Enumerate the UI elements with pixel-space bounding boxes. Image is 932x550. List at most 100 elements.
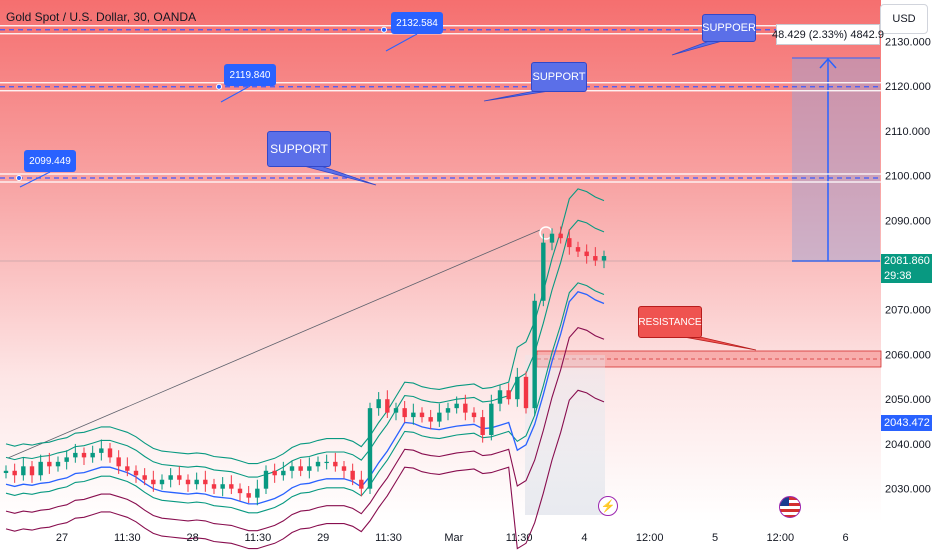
time-tick-label: 27 [56, 532, 68, 544]
band-fill-area [525, 355, 605, 515]
candle-body [133, 470, 139, 476]
candle-body [3, 470, 9, 474]
candle-body [12, 470, 17, 476]
candle-body [81, 452, 87, 458]
support-label-lower[interactable]: SUPPORT [267, 131, 331, 167]
lower-band-outer [5, 326, 605, 532]
candle-body [575, 247, 581, 252]
candle-body [255, 488, 260, 498]
channel-lines [5, 188, 605, 550]
level-tag-2099[interactable]: 2099.449 [24, 150, 76, 172]
candle-body [385, 399, 390, 413]
support-label-top[interactable]: SUPPOER [702, 14, 756, 42]
support-label-middle[interactable]: SUPPORT [531, 62, 587, 92]
candle-body [116, 457, 121, 467]
candle-body [601, 256, 607, 261]
candle-body [515, 376, 520, 400]
candle-body [99, 448, 104, 453]
level-anchor-dot [16, 174, 22, 181]
time-tick-label: Mar [444, 532, 463, 544]
lower-band-inner [5, 282, 605, 514]
mid-line-value-tag: 2043.472 [881, 415, 932, 431]
candles [3, 226, 607, 506]
candle-body [489, 403, 494, 435]
time-tick-label: 12:00 [636, 532, 664, 544]
lightning-icon[interactable]: ⚡ [598, 496, 618, 516]
time-tick-label: 4 [581, 532, 587, 544]
candle-body [73, 452, 78, 458]
candle-body [419, 412, 425, 418]
candle-body [38, 461, 43, 476]
price-tick-label: 2120.000 [885, 81, 931, 93]
candle-body [177, 475, 182, 480]
tag-leader [220, 85, 251, 103]
candle-body [558, 233, 563, 239]
time-tick-label: 6 [843, 532, 849, 544]
candle-body [263, 470, 269, 489]
candle-body [402, 408, 407, 418]
time-axis-background [0, 522, 881, 550]
upper-band-inner [5, 219, 605, 478]
candle-body [437, 412, 442, 422]
price-tick-label: 2030.000 [885, 484, 931, 496]
price-tick-label: 2130.000 [885, 36, 931, 48]
measure-arrow-head [819, 57, 837, 69]
candle-body [298, 466, 303, 471]
candle-body [341, 466, 347, 471]
price-tick-label: 2090.000 [885, 215, 931, 227]
candle-body [185, 479, 191, 485]
level-anchor-dot [381, 26, 387, 33]
candle-body [567, 238, 572, 248]
candle-body [289, 466, 295, 471]
candle-body [428, 417, 433, 422]
candle-body [203, 479, 208, 485]
candle-body [229, 484, 234, 489]
candle-body [541, 242, 546, 301]
resistance-label[interactable]: RESISTANCE [638, 306, 702, 338]
currency-button[interactable]: USD [880, 4, 928, 34]
us-flag-icon[interactable] [779, 496, 801, 518]
measure-readout: 48.429 (2.33%) 4842.9 [772, 24, 884, 45]
measure-range-box [792, 58, 880, 261]
candle-body [454, 403, 459, 409]
lower-band-deep [5, 389, 605, 550]
candle-body [593, 256, 598, 261]
candle-body [584, 251, 589, 257]
time-tick-label: 5 [712, 532, 718, 544]
price-tick-label: 2060.000 [885, 349, 931, 361]
price-tick-label: 2070.000 [885, 305, 931, 317]
candle-body [159, 479, 165, 485]
candle-body [532, 300, 537, 409]
current-price-tag: 2081.860 [881, 254, 932, 269]
candle-body [272, 470, 277, 476]
time-tick-label: 11:30 [114, 532, 141, 544]
candle-body [64, 457, 69, 462]
time-axis-ticks: 27 11:30 28 11:30 29 11:30 Mar 11:30 4 12:00 5 12:0… [56, 532, 849, 544]
time-tick-label: 11:30 [375, 532, 402, 544]
candle-body [497, 390, 503, 404]
candle-body [246, 493, 251, 498]
price-axis-ticks: 2130.000 2120.000 2110.000 2100.000 2090.000… [885, 36, 931, 495]
trend-line [7, 229, 541, 459]
level-tag-2119[interactable]: 2119.840 [224, 64, 276, 86]
candle-body [107, 448, 113, 458]
us-flag-canton [780, 497, 789, 506]
candle-body [47, 461, 52, 467]
candle-body [359, 479, 364, 489]
candle-body [125, 466, 130, 471]
candle-body [411, 412, 416, 418]
tag-leader [19, 171, 51, 188]
symbol-title[interactable]: Gold Spot / U.S. Dollar, 30, OANDA [6, 10, 197, 24]
candle-body [367, 408, 373, 489]
candle-body [471, 412, 477, 418]
candle-body [376, 399, 381, 409]
time-tick-label: 29 [317, 532, 329, 544]
candle-body [333, 461, 338, 467]
candle-body [350, 470, 355, 480]
candle-body [151, 479, 156, 485]
time-tick-label: 11:30 [245, 532, 272, 544]
candle-body [445, 408, 451, 413]
candle-body [21, 466, 26, 476]
level-tag-2132[interactable]: 2132.584 [391, 12, 443, 34]
